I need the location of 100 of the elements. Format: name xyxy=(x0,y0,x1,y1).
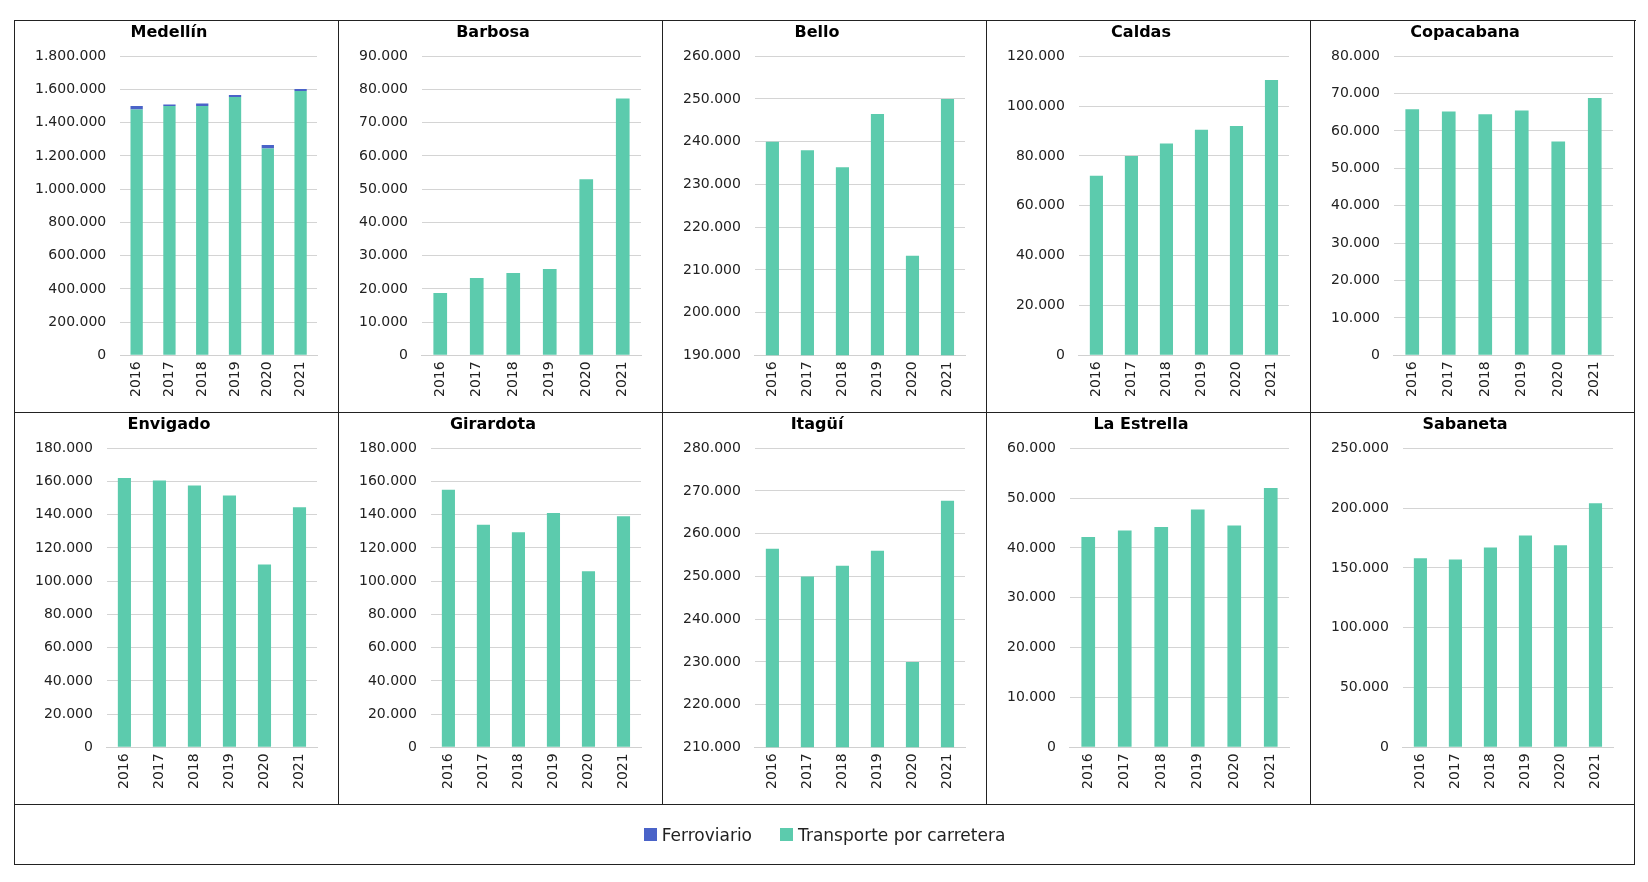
x-tick-label: 2021 xyxy=(938,753,955,790)
y-tick-label: 220.000 xyxy=(682,695,741,712)
y-tick-label: 0 xyxy=(1047,738,1056,755)
bar xyxy=(1229,126,1244,355)
y-tick-label: 0 xyxy=(83,738,93,755)
y-tick-label: 40.000 xyxy=(1330,196,1380,213)
y-tick-label: 40.000 xyxy=(358,213,408,230)
x-tick-label: 2020 xyxy=(903,361,920,398)
bar xyxy=(615,98,630,355)
y-tick-label: 120.000 xyxy=(34,538,93,555)
y-tick-label: 20.000 xyxy=(43,704,93,721)
y-tick-label: 100.000 xyxy=(1330,618,1389,635)
x-tick-label: 2019 xyxy=(1192,361,1209,398)
x-tick-label: 2016 xyxy=(1087,361,1104,398)
y-tick-label: 60.000 xyxy=(43,638,93,655)
bar xyxy=(1264,79,1279,355)
y-tick-label: 600.000 xyxy=(48,246,107,263)
y-tick-label: 400.000 xyxy=(48,279,107,296)
x-tick-label: 2018 xyxy=(1481,753,1498,790)
x-tick-label: 2016 xyxy=(763,361,780,398)
bar xyxy=(441,489,455,747)
chart-title: Caldas xyxy=(1111,21,1171,41)
y-tick-label: 0 xyxy=(407,738,417,755)
y-tick-label: 30.000 xyxy=(1006,588,1056,605)
x-tick-label: 2017 xyxy=(1446,753,1463,790)
x-tick-label: 2020 xyxy=(903,753,920,790)
y-tick-label: 270.000 xyxy=(682,481,741,498)
y-tick-label: 120.000 xyxy=(1006,46,1065,63)
bar xyxy=(1263,488,1278,747)
bar xyxy=(1190,509,1205,747)
bar xyxy=(506,272,521,355)
x-tick-label: 2020 xyxy=(1548,361,1565,398)
x-tick-label: 2021 xyxy=(290,753,307,790)
y-tick-label: 50.000 xyxy=(1330,159,1380,176)
y-tick-label: 40.000 xyxy=(1006,538,1056,555)
x-tick-label: 2021 xyxy=(1586,753,1603,790)
y-tick-label: 200.000 xyxy=(682,303,741,320)
y-tick-label: 60.000 xyxy=(1015,196,1065,213)
bar xyxy=(228,96,242,355)
bar xyxy=(616,516,631,747)
bar xyxy=(152,480,166,747)
chart-title: Girardota xyxy=(449,413,537,433)
y-tick-label: 60.000 xyxy=(1330,121,1380,138)
x-tick-label: 2021 xyxy=(291,361,308,398)
bar xyxy=(1448,559,1462,747)
x-tick-label: 2017 xyxy=(1115,753,1132,790)
x-tick-label: 2016 xyxy=(127,361,144,398)
x-tick-label: 2016 xyxy=(1411,753,1428,790)
chart-title: Bello xyxy=(794,21,840,41)
bar xyxy=(163,106,176,355)
legend-label: Ferroviario xyxy=(661,824,753,845)
bar xyxy=(1553,545,1568,747)
x-tick-label: 2017 xyxy=(1439,361,1456,398)
y-tick-label: 250.000 xyxy=(682,567,741,584)
bar xyxy=(1518,535,1533,747)
y-tick-label: 250.000 xyxy=(682,89,741,106)
x-tick-label: 2018 xyxy=(509,753,526,790)
y-tick-label: 190.000 xyxy=(682,346,741,363)
y-tick-label: 40.000 xyxy=(367,671,417,688)
bar xyxy=(1483,547,1497,747)
bar xyxy=(1124,155,1138,355)
y-tick-label: 0 xyxy=(97,346,107,363)
bar xyxy=(261,148,274,355)
y-tick-label: 230.000 xyxy=(682,652,741,669)
y-tick-label: 240.000 xyxy=(682,609,741,626)
bar xyxy=(581,571,596,747)
legend-label: Transporte por carretera xyxy=(798,824,1006,845)
bar xyxy=(1587,98,1602,355)
y-tick-label: 1.400.000 xyxy=(34,113,107,130)
bar xyxy=(294,91,307,355)
x-tick-label: 2018 xyxy=(1151,753,1168,790)
bar xyxy=(1514,110,1529,355)
bar xyxy=(1117,530,1132,747)
chart-title: Copacabana xyxy=(1410,21,1520,41)
y-tick-label: 1.800.000 xyxy=(34,46,107,63)
bar xyxy=(1551,141,1566,355)
y-tick-label: 200.000 xyxy=(48,312,107,329)
chart-title: La Estrella xyxy=(1093,413,1189,433)
y-tick-label: 80.000 xyxy=(367,605,417,622)
y-tick-label: 200.000 xyxy=(1330,498,1389,515)
y-tick-label: 0 xyxy=(1379,738,1389,755)
y-tick-label: 20.000 xyxy=(1330,271,1380,288)
x-tick-label: 2018 xyxy=(833,753,850,790)
bar xyxy=(1081,536,1096,747)
y-tick-label: 30.000 xyxy=(1330,233,1380,250)
bar xyxy=(1405,109,1420,355)
y-tick-label: 140.000 xyxy=(358,505,417,522)
x-tick-label: 2019 xyxy=(868,753,885,790)
x-tick-label: 2020 xyxy=(255,753,272,790)
y-tick-label: 1.600.000 xyxy=(34,80,107,97)
y-tick-label: 60.000 xyxy=(1006,438,1056,455)
bar xyxy=(1194,129,1209,355)
y-tick-label: 80.000 xyxy=(1330,46,1380,63)
x-tick-label: 2019 xyxy=(1512,361,1529,398)
bar xyxy=(187,485,201,747)
bar xyxy=(130,106,143,110)
y-tick-label: 800.000 xyxy=(48,213,107,230)
x-tick-label: 2020 xyxy=(1227,361,1244,398)
y-tick-label: 140.000 xyxy=(34,505,93,522)
y-tick-label: 80.000 xyxy=(358,80,408,97)
